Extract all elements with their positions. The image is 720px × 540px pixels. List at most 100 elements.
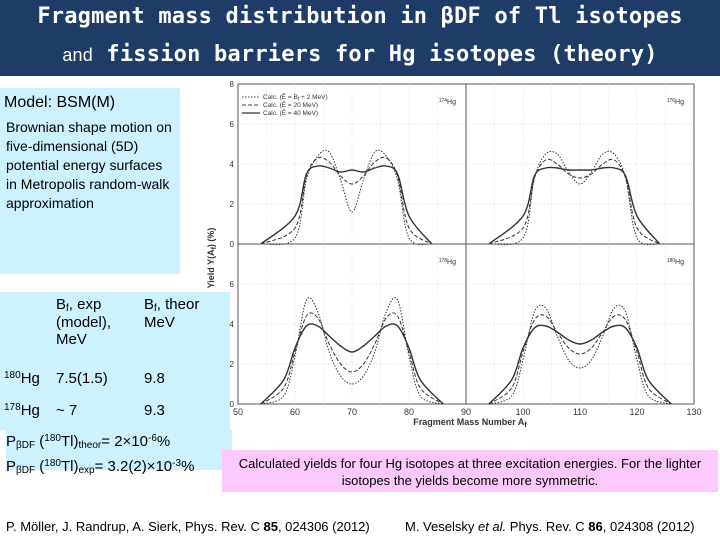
panel-isotope-label: 176Hg	[667, 98, 684, 106]
bf-subscript: f	[154, 303, 157, 314]
legend-entry-2: Calc. (Ē = 20 MeV)	[263, 101, 318, 109]
chart-series-line	[260, 323, 444, 405]
y-tick-label: 8	[230, 80, 235, 89]
isotope-cell: 178Hg	[0, 398, 52, 430]
chart-x-axis-label: Fragment Mass Number Af	[413, 417, 527, 429]
prob-exp-line: PβDF (180Tl)exp= 3.2(2)×10-3%	[6, 455, 232, 480]
y-tick-label: 6	[230, 120, 235, 129]
subtitle-text: fission barriers for Hg isotopes (theory…	[106, 42, 658, 67]
theor-value-cell: 9.8	[140, 366, 230, 398]
ref-author: M. Veselsky	[405, 519, 478, 534]
x-tick-label: 50	[233, 407, 243, 417]
prob-symbol: P	[6, 433, 17, 450]
header-theor-label: , theor MeV	[144, 296, 200, 331]
prob-exponent: -6	[147, 433, 157, 444]
chart-series-line	[488, 166, 661, 245]
chart-series-line	[488, 158, 661, 245]
panel-isotope-label: 180Hg	[667, 258, 684, 266]
yield-chart: Yield Y(Af) (%) Fragment Mass Number Af …	[206, 80, 702, 429]
y-tick-label: 0	[230, 240, 235, 249]
prob-value: = 3.2(2)×10	[94, 458, 173, 475]
table-header-theor: Bf, theor MeV	[140, 292, 230, 366]
prob-symbol: P	[6, 458, 17, 475]
ref-pages: , 024308 (2012)	[602, 519, 695, 534]
bdf-probabilities: PβDF (180Tl)theor= 2×10-6% PβDF (180Tl)e…	[6, 430, 232, 476]
prob-element: Tl)	[60, 433, 79, 450]
ref-pages: , 024306 (2012)	[277, 519, 370, 534]
y-tick-label: 4	[230, 320, 235, 329]
legend-entry-1: Calc. (Ē = Bf + 2 MeV)	[263, 93, 328, 103]
prob-exponent: -3	[172, 458, 182, 469]
reference-moller: P. Möller, J. Randrup, A. Sierk, Phys. R…	[6, 519, 370, 534]
prob-sub: βDF	[16, 465, 36, 476]
isotope-mass: 178	[4, 402, 21, 413]
x-tick-label: 70	[347, 407, 357, 417]
x-tick-label: 130	[686, 407, 701, 417]
isotope-cell: 180Hg	[0, 366, 52, 398]
figure-caption: Calculated yields for four Hg isotopes a…	[222, 450, 718, 492]
prob-unit: %	[181, 458, 195, 475]
legend-entry-3: Calc. (Ē = 40 MeV)	[263, 109, 318, 117]
chart-series-line	[260, 149, 432, 246]
isotope-element: Hg	[20, 402, 40, 419]
reference-veselsky: M. Veselsky et al. Phys. Rev. C 86, 0243…	[405, 519, 695, 534]
exp-value-cell: ~ 7	[52, 398, 140, 430]
x-tick-label: 120	[629, 407, 644, 417]
prob-sub: βDF	[16, 440, 36, 451]
y-tick-label: 2	[230, 360, 235, 369]
exp-value-cell: 7.5(1.5)	[52, 366, 140, 398]
prob-value: = 2×10	[101, 433, 148, 450]
prob-paren: (	[35, 458, 45, 475]
prob-type: theor	[78, 440, 102, 451]
table-header-row: Bf, exp (model), MeV Bf, theor MeV	[0, 292, 230, 366]
table-row: 180Hg 7.5(1.5) 9.8	[0, 366, 230, 398]
page-title: Fragment mass distribution in βDF of Tl …	[37, 4, 683, 29]
x-tick-label: 90	[461, 407, 471, 417]
bf-symbol: B	[144, 296, 155, 313]
x-tick-label: 60	[290, 407, 300, 417]
chart-series-line	[260, 165, 433, 245]
prob-paren: (	[35, 433, 45, 450]
chart-series-line	[488, 304, 672, 405]
isotope-mass: 180	[4, 370, 21, 381]
model-description: Brownian shape motion on five-dimensiona…	[6, 119, 172, 211]
ref-volume: 85	[263, 519, 278, 534]
model-title: Model: BSM(M)	[4, 94, 116, 111]
chart-series-line	[488, 324, 672, 405]
page-subtitle: and fission barriers for Hg isotopes (th…	[0, 42, 720, 67]
prob-unit: %	[156, 433, 171, 450]
fission-barrier-table: Bf, exp (model), MeV Bf, theor MeV 180Hg…	[0, 292, 230, 430]
chart-legend: Calc. (Ē = Bf + 2 MeV) Calc. (Ē = 20 MeV…	[242, 93, 328, 117]
table-row: 178Hg ~ 7 9.3	[0, 398, 230, 430]
ref-journal: Phys. Rev. C	[506, 519, 589, 534]
bf-symbol: B	[56, 296, 67, 313]
panel-isotope-label: 178Hg	[439, 258, 456, 266]
chart-y-axis-label: Yield Y(Af) (%)	[206, 228, 218, 289]
ref-text: P. Möller, J. Randrup, A. Sierk, Phys. R…	[6, 519, 264, 534]
bf-subscript: f	[66, 303, 69, 314]
isotope-element: Hg	[20, 370, 40, 387]
y-tick-label: 4	[230, 160, 235, 169]
ref-etal: et al.	[477, 519, 507, 534]
prob-theor-line: PβDF (180Tl)theor= 2×10-6%	[6, 430, 232, 455]
x-tick-label: 110	[573, 407, 587, 417]
subtitle-and: and	[62, 45, 93, 65]
y-tick-label: 6	[230, 280, 235, 289]
header-exp-label: , exp (model), MeV	[56, 296, 112, 348]
prob-element: Tl)	[60, 458, 79, 475]
prob-mass: 180	[44, 458, 61, 469]
ref-volume: 86	[588, 519, 603, 534]
panel-isotope-label: 174Hg	[439, 98, 456, 106]
model-box: Model: BSM(M) Brownian shape motion on f…	[0, 88, 180, 274]
x-tick-label: 100	[515, 407, 530, 417]
y-tick-label: 0	[230, 400, 235, 409]
prob-mass: 180	[44, 433, 61, 444]
prob-type: exp	[78, 465, 95, 476]
table-header-exp: Bf, exp (model), MeV	[52, 292, 140, 366]
x-tick-label: 80	[404, 407, 414, 417]
y-tick-label: 2	[230, 200, 235, 209]
title-bar: Fragment mass distribution in βDF of Tl …	[0, 0, 720, 76]
table-header-empty	[0, 292, 52, 366]
theor-value-cell: 9.3	[140, 398, 230, 430]
chart-series-line	[488, 150, 660, 246]
